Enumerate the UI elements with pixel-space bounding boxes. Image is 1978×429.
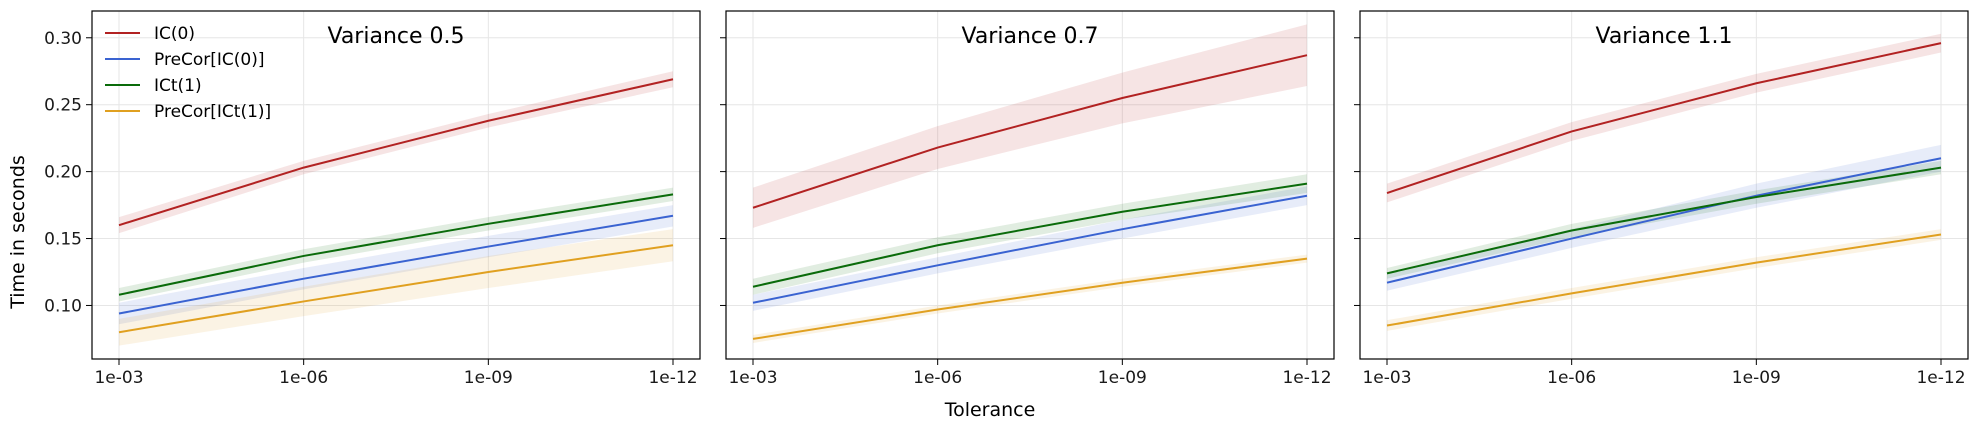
y-tick-label: 0.25 [44,96,82,116]
panel-3: 1e-03 1e-06 1e-09 1e-12 Variance 1.1 [1354,10,1969,388]
panel-title: Variance 0.5 [327,24,464,49]
panels-layer: 1e-03 1e-06 1e-09 1e-12 0.10 0.15 0.20 0.25 0.30… [44,10,1969,388]
line-PreCor[IC(0)] [118,214,674,315]
panel-title: Variance 0.7 [961,24,1098,49]
legend: IC(0) PreCor[IC(0)] ICt(1) PreCor[ICt(1)] [105,24,271,122]
x-tick-label: 1e-06 [913,368,962,388]
line-ICt(1) [1386,166,1942,275]
legend-label: ICt(1) [154,76,202,96]
x-tick-label: 1e-03 [94,368,143,388]
y-axis-title: Time in seconds [7,155,29,310]
x-tick-label: 1e-09 [1732,368,1781,388]
line-IC(0) [1386,42,1942,194]
panel-2: 1e-03 1e-06 1e-09 1e-12 Variance 0.7 [720,10,1335,388]
y-tick-label: 0.20 [44,163,82,183]
x-tick-label: 1e-03 [1362,368,1411,388]
line-ICt(1) [118,193,674,296]
line-PreCor[IC(0)] [752,194,1308,304]
x-tick-label: 1e-12 [1282,368,1331,388]
band-IC(0) [119,71,673,234]
x-tick-label: 1e-06 [1547,368,1596,388]
line-PreCor[ICt(1)] [1386,233,1942,327]
axes-frame [725,10,1335,360]
x-tick-label: 1e-12 [1916,368,1965,388]
band-IC(0) [1387,33,1941,203]
x-axis-title: Tolerance [944,399,1036,421]
legend-label: PreCor[ICt(1)] [154,102,271,122]
legend-label: IC(0) [154,24,195,44]
band-PreCor[IC(0)] [119,205,673,325]
band-IC(0) [753,24,1307,228]
y-tick-label: 0.10 [44,296,82,316]
y-tick-label: 0.15 [44,230,82,250]
x-tick-label: 1e-09 [1098,368,1147,388]
line-PreCor[IC(0)] [1386,157,1942,284]
line-IC(0) [118,78,674,227]
band-PreCor[ICt(1)] [1387,229,1941,331]
band-PreCor[IC(0)] [753,186,1307,311]
line-ICt(1) [752,182,1308,288]
x-tick-label: 1e-06 [279,368,328,388]
y-tick-label: 0.30 [44,29,82,49]
x-tick-label: 1e-09 [464,368,513,388]
line-PreCor[ICt(1)] [118,244,674,334]
axes-frame [91,10,701,360]
axes-frame [1359,10,1969,360]
line-IC(0) [752,54,1308,209]
panel-1: 1e-03 1e-06 1e-09 1e-12 0.10 0.15 0.20 0.25 0.30… [44,10,701,388]
line-PreCor[ICt(1)] [752,257,1308,340]
panel-title: Variance 1.1 [1595,24,1732,49]
x-tick-label: 1e-03 [728,368,777,388]
x-tick-label: 1e-12 [648,368,697,388]
legend-label: PreCor[IC(0)] [154,50,265,70]
